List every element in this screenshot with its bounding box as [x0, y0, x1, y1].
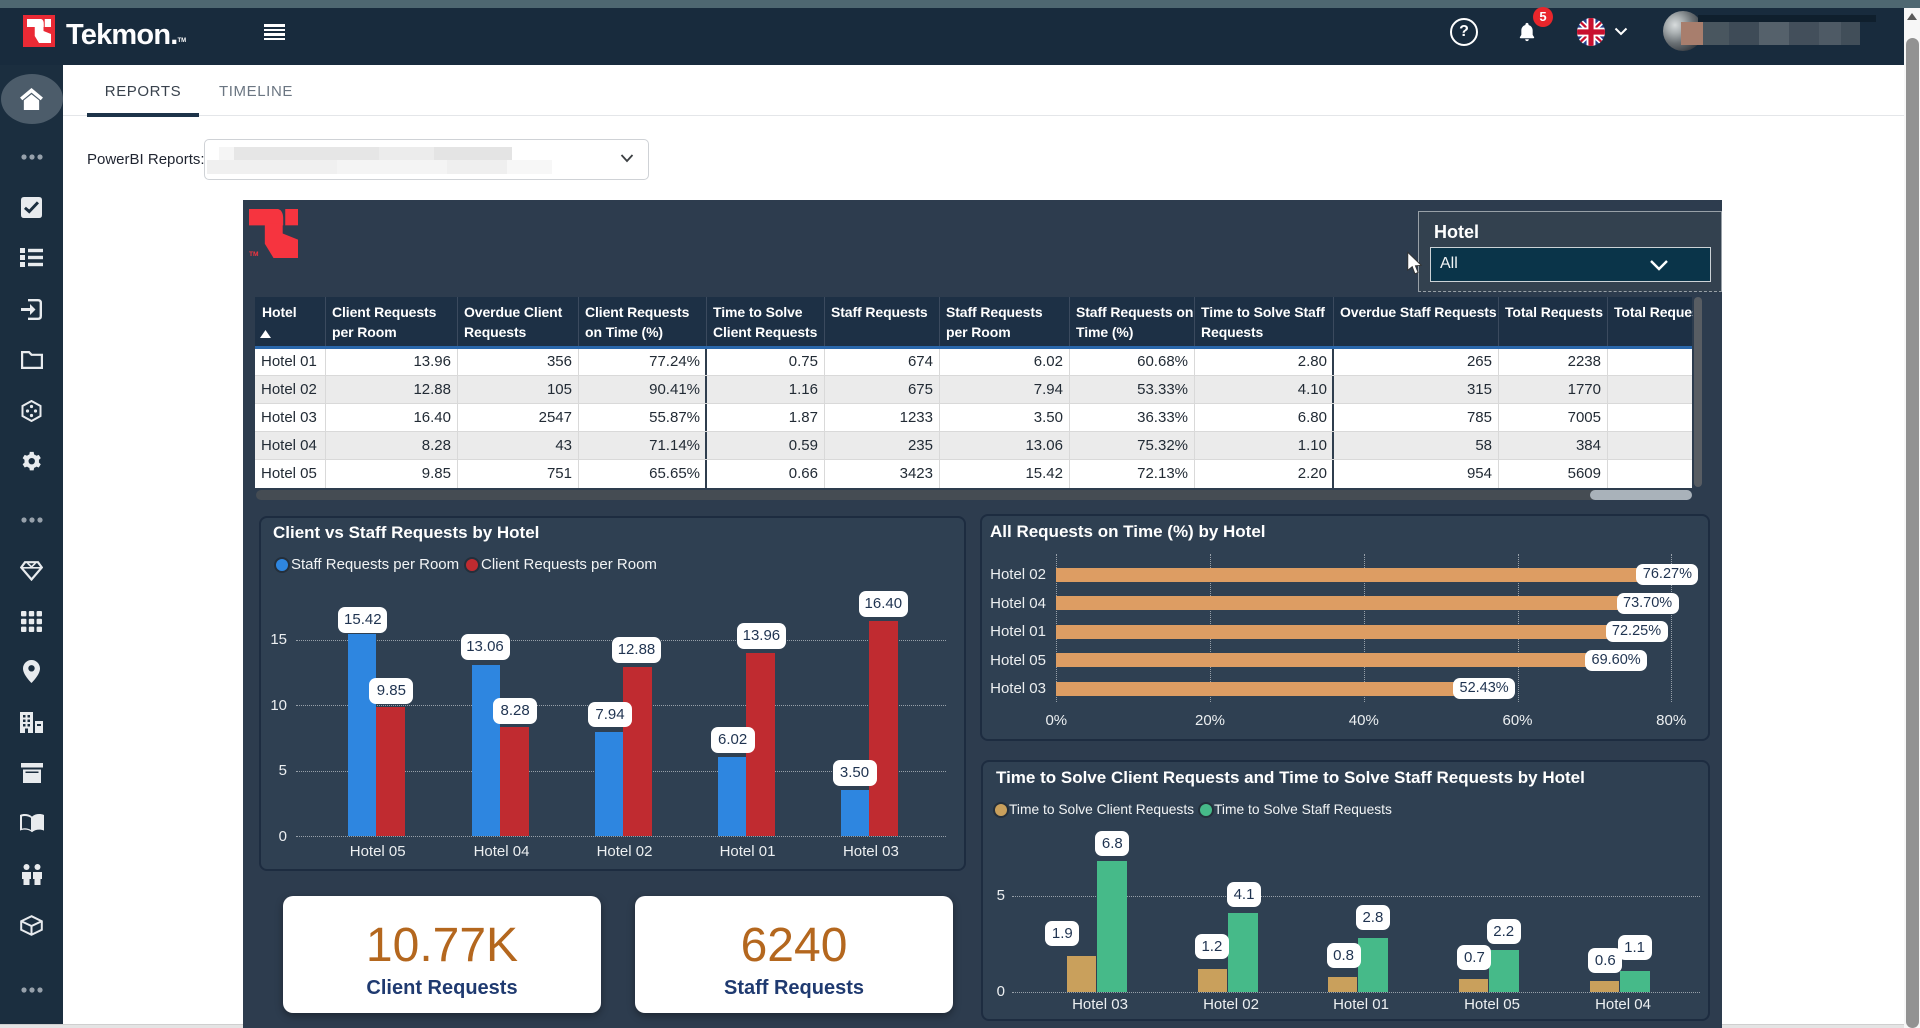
svg-text:TM: TM [249, 251, 259, 258]
